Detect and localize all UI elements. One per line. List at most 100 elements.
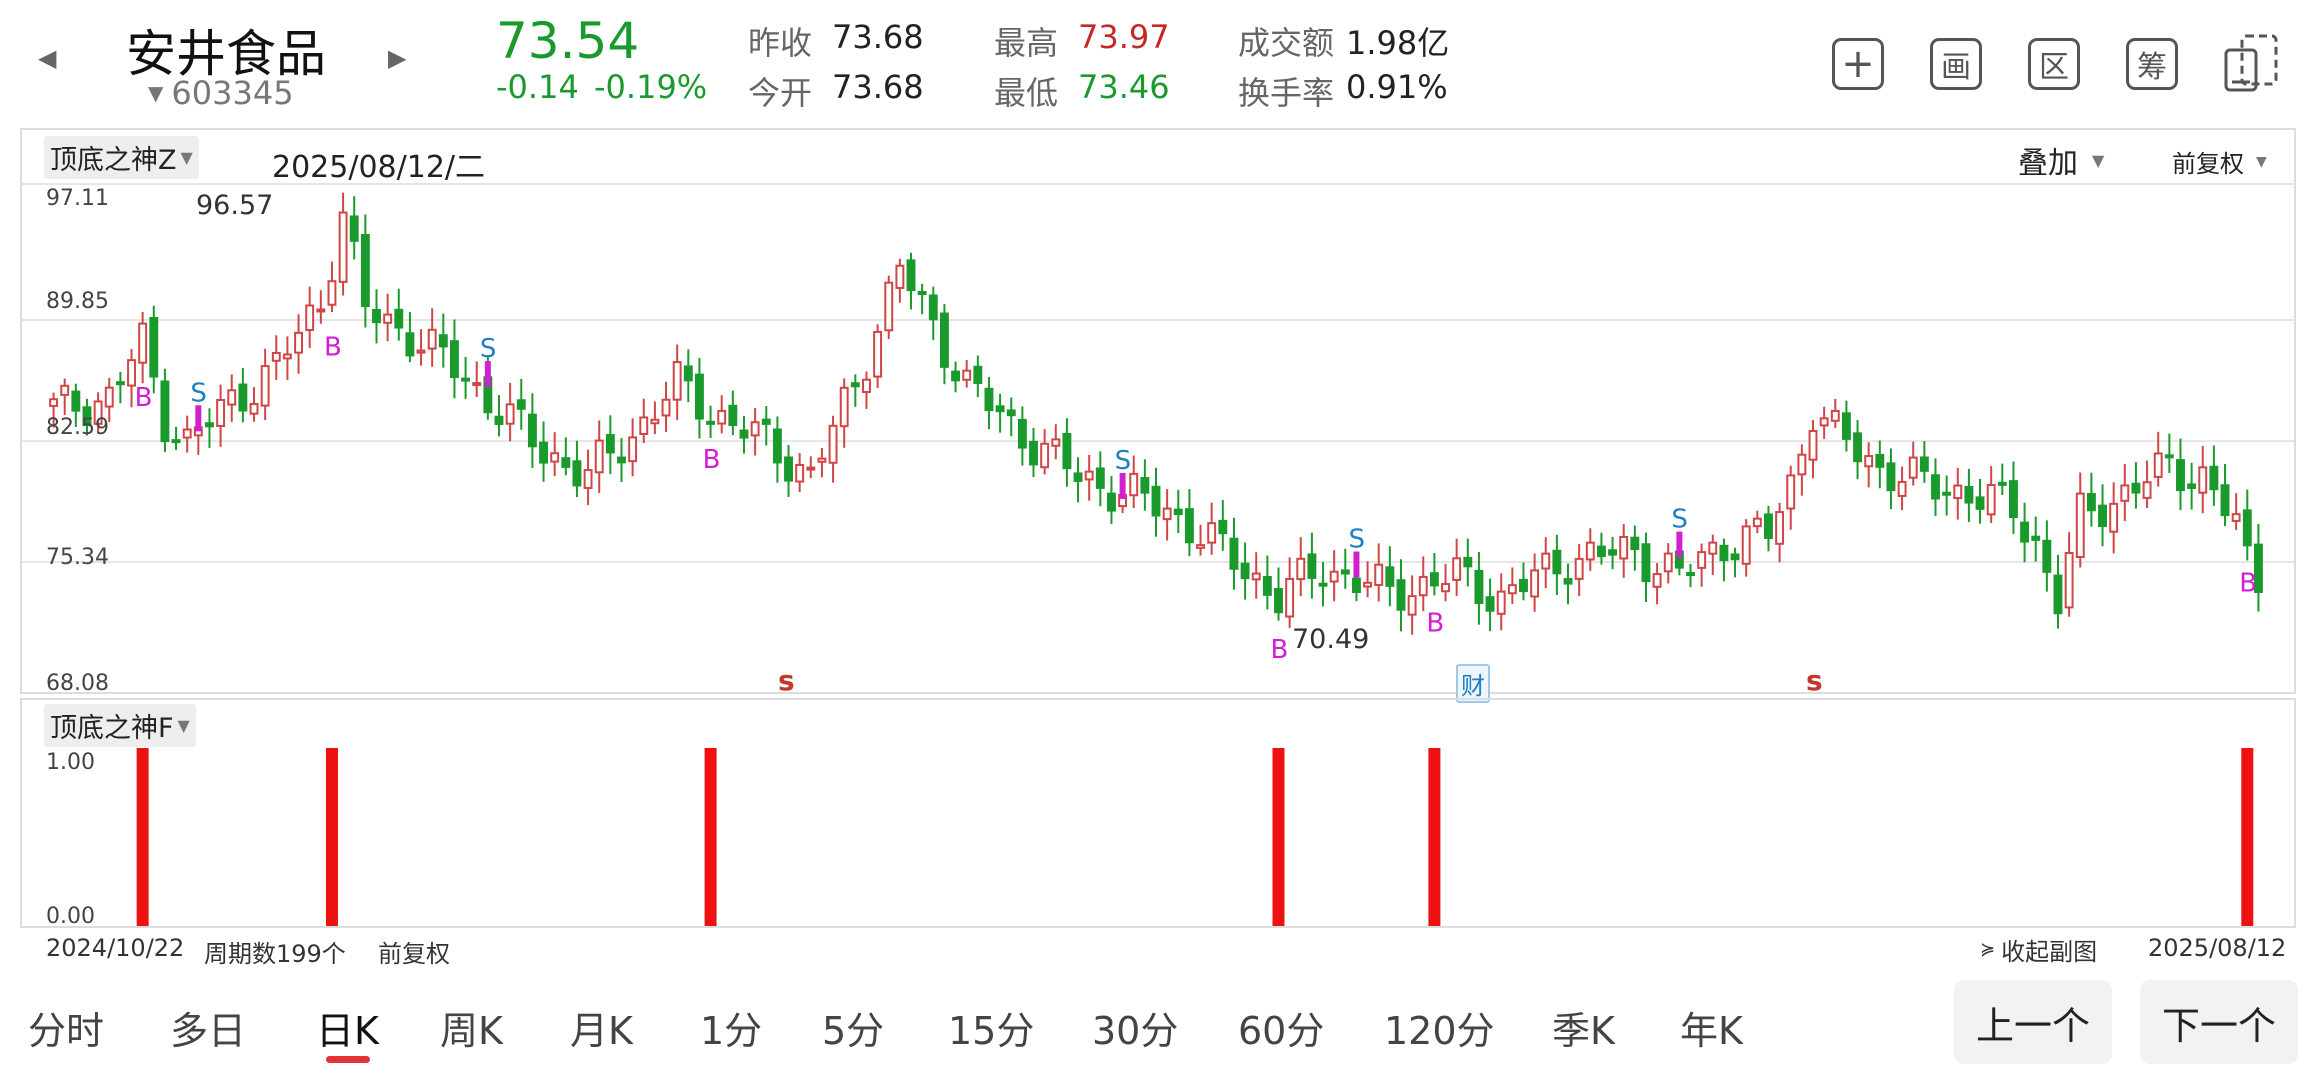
next-stock-arrow[interactable]: ▶ [388, 44, 407, 72]
candle [917, 283, 927, 315]
main-chart-panel[interactable] [20, 128, 2296, 694]
candle [628, 418, 638, 477]
candle [2164, 433, 2174, 473]
candle [839, 378, 849, 448]
candle [1017, 406, 1027, 466]
stock-code-selector[interactable]: ▼ 603345 [148, 74, 294, 112]
candle [784, 445, 793, 497]
candle [1006, 397, 1016, 437]
candle [1029, 427, 1038, 478]
stat-value: 1.98亿 [1346, 24, 1450, 62]
candle [1173, 489, 1183, 534]
candle [1730, 547, 1740, 578]
tab-0[interactable]: 分时 [28, 1009, 105, 1053]
stat-label: 最高 [994, 24, 1059, 62]
candle [1129, 455, 1139, 509]
next-button[interactable]: 下一个 [2140, 980, 2298, 1064]
candle [1073, 457, 1083, 503]
candle [138, 312, 148, 384]
candle [739, 415, 749, 454]
candle [349, 196, 359, 260]
tab-11[interactable]: 季K [1552, 1009, 1615, 1053]
candle [260, 348, 270, 420]
candle [1875, 440, 1885, 489]
tab-8[interactable]: 30分 [1092, 1009, 1179, 1053]
tab-9[interactable]: 60分 [1238, 1009, 1325, 1053]
candle [761, 406, 771, 446]
candle [1886, 448, 1896, 510]
candle [327, 261, 337, 313]
period-count: 周期数199个 [204, 940, 346, 968]
stock-name: 安井食品 [126, 25, 326, 83]
tab-3[interactable]: 周K [440, 1009, 503, 1053]
signal-bar [704, 748, 717, 926]
candle [2053, 554, 2063, 629]
tab-6[interactable]: 5分 [822, 1009, 885, 1053]
buy-signal: B [2239, 568, 2257, 598]
candle [1340, 548, 1350, 589]
candle [216, 384, 226, 447]
candle [1262, 555, 1272, 610]
candle [1519, 562, 1528, 601]
tab-7[interactable]: 15分 [948, 1009, 1035, 1053]
sell-signal-mark [1353, 551, 1360, 578]
overlay-selector[interactable]: 叠加 ▼ [2018, 138, 2104, 182]
candle [372, 289, 381, 344]
candle [316, 290, 326, 324]
candle [672, 344, 682, 421]
plus-icon[interactable]: + [1832, 38, 1884, 90]
candle [1975, 478, 1985, 524]
candle [1084, 455, 1094, 501]
candle [1585, 528, 1595, 571]
tab-5[interactable]: 1分 [700, 1009, 763, 1053]
stat-value: 73.97 [1078, 18, 1170, 56]
tab-1[interactable]: 多日 [170, 1009, 247, 1053]
candle [1719, 538, 1729, 582]
financial-report-marker[interactable]: 财 [1456, 664, 1490, 703]
sub-indicator-selector[interactable]: 顶底之神F ▼ [44, 704, 196, 747]
main-indicator-selector[interactable]: 顶底之神Z ▼ [44, 136, 199, 179]
candle [1752, 510, 1762, 534]
sub-chart-panel[interactable] [20, 698, 2296, 928]
candle [1040, 429, 1050, 475]
rotate-screen-icon[interactable] [2222, 32, 2282, 98]
candle [527, 393, 537, 468]
drawing-icon[interactable]: 画 [1930, 38, 1982, 90]
candle [806, 456, 816, 479]
candle [1307, 532, 1317, 599]
candle [127, 349, 136, 408]
candle [1608, 536, 1618, 570]
sell-signal: S [480, 334, 497, 364]
candle [2176, 438, 2185, 511]
candle [1953, 467, 1963, 520]
tab-12[interactable]: 年K [1680, 1009, 1743, 1053]
tab-10[interactable]: 120分 [1384, 1009, 1495, 1053]
candle [450, 319, 459, 399]
adjust-selector[interactable]: 前复权 ▼ [2172, 144, 2267, 179]
candle [1418, 556, 1428, 612]
candle [550, 432, 560, 477]
tab-4[interactable]: 月K [570, 1009, 633, 1053]
candle [650, 401, 660, 435]
buy-signal: B [1426, 608, 1444, 638]
signal-bar [136, 748, 149, 926]
candle [516, 378, 526, 430]
candle [939, 304, 949, 385]
current-price: 73.54 [496, 12, 640, 70]
candle [1363, 561, 1373, 598]
candle [2187, 462, 2197, 510]
interval-icon[interactable]: 区 [2028, 38, 2080, 90]
prev-button[interactable]: 上一个 [1954, 980, 2112, 1064]
candle [171, 426, 181, 451]
chips-icon[interactable]: 筹 [2126, 38, 2178, 90]
chevron-down-icon: ▼ [177, 716, 190, 735]
collapse-subchart-button[interactable]: ≽ 收起副图 [1980, 932, 2097, 967]
candle [1285, 557, 1295, 628]
prev-stock-arrow[interactable]: ◀ [38, 44, 57, 72]
candle [1708, 534, 1718, 576]
bottom-s-marker: s [1806, 664, 1823, 697]
candle [1474, 551, 1484, 625]
tab-2[interactable]: 日K [316, 1009, 379, 1053]
candle [2253, 524, 2263, 612]
